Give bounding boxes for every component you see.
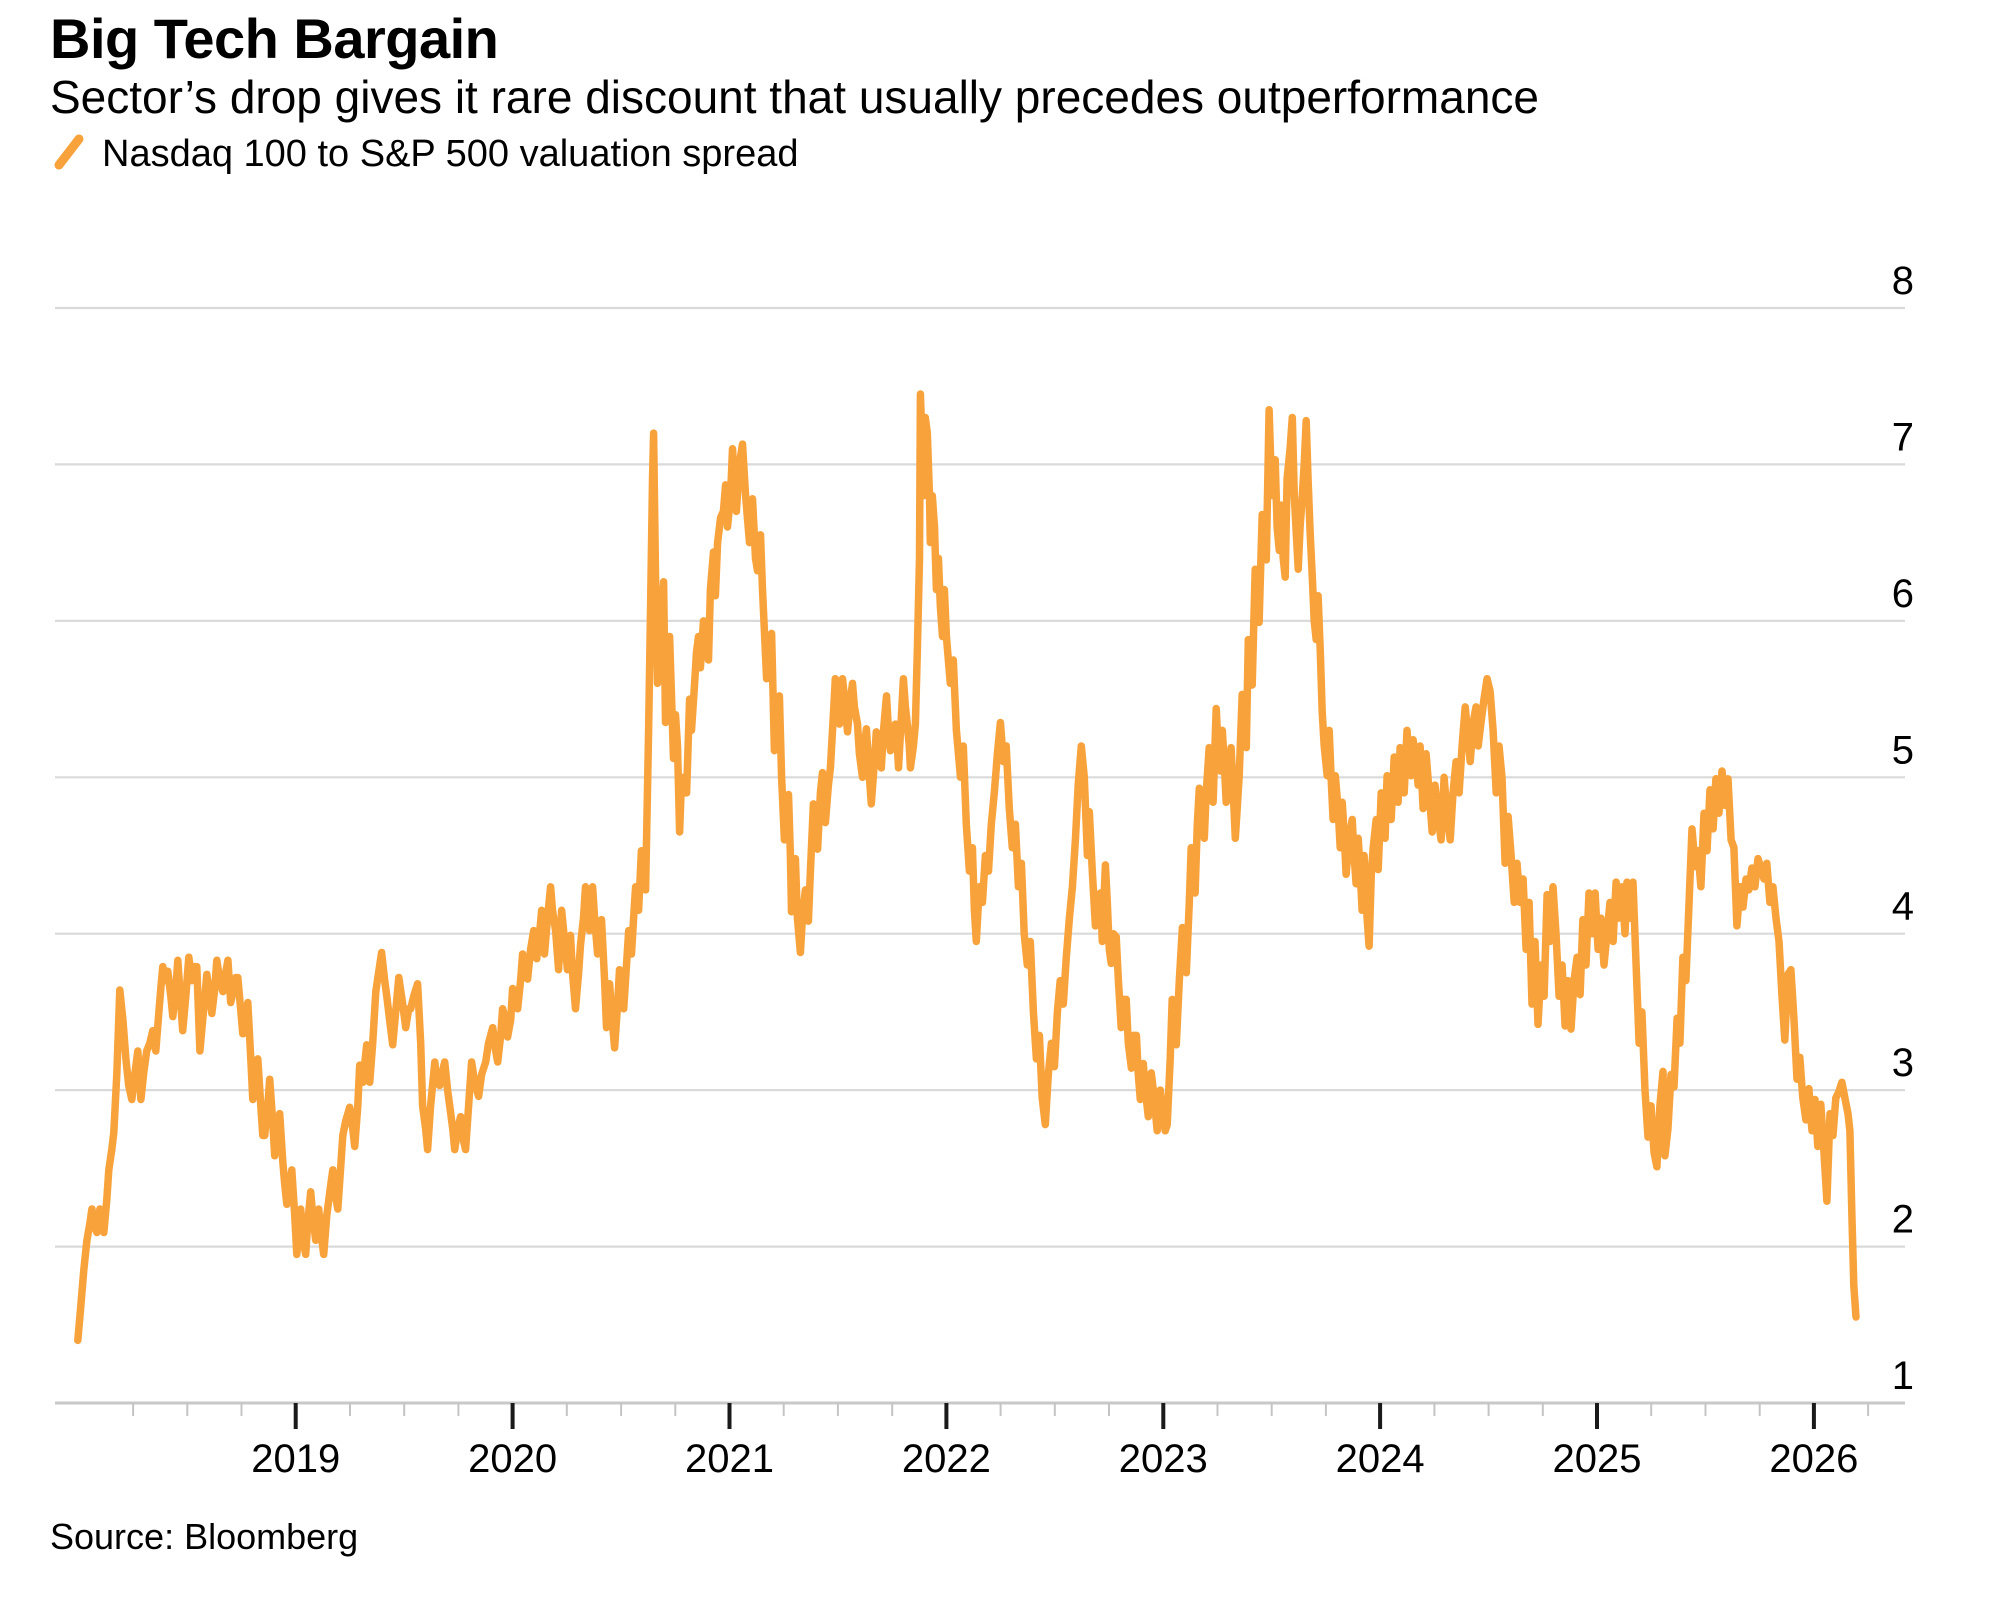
- x-axis-label: 2025: [1553, 1437, 1642, 1481]
- x-axis-labels: 2019 2020 2021 2022 2023 2024 2025 2026: [251, 1437, 1858, 1481]
- y-axis-label: 3: [1892, 1041, 1914, 1085]
- chart-title: Big Tech Bargain: [50, 7, 499, 70]
- gridlines: [55, 306, 1905, 1405]
- x-axis-label: 2019: [251, 1437, 340, 1481]
- x-axis-label: 2024: [1336, 1437, 1425, 1481]
- y-axis-label: 7: [1892, 415, 1914, 459]
- legend-slash-icon: [52, 132, 86, 177]
- y-axis-label: 1: [1892, 1354, 1914, 1398]
- x-axis-label: 2023: [1119, 1437, 1208, 1481]
- x-axis: [55, 1401, 1905, 1429]
- x-axis-label: 2022: [902, 1437, 991, 1481]
- x-axis-label: 2021: [685, 1437, 774, 1481]
- chart-subtitle: Sector’s drop gives it rare discount tha…: [50, 71, 1539, 123]
- y-axis-label: 2: [1892, 1198, 1914, 1242]
- legend-label: Nasdaq 100 to S&P 500 valuation spread: [102, 133, 799, 175]
- y-axis-label: 4: [1892, 885, 1914, 929]
- y-axis-labels: 1 2 3 4 5 6 7 8: [1892, 259, 1914, 1398]
- y-axis-label: 5: [1892, 728, 1914, 772]
- series-path: [74, 390, 1860, 1345]
- y-axis-label: 8: [1892, 259, 1914, 303]
- data-line: [74, 390, 1860, 1345]
- x-axis-label: 2020: [468, 1437, 557, 1481]
- source-note: Source: Bloomberg: [50, 1516, 359, 1557]
- x-axis-label: 2026: [1769, 1437, 1858, 1481]
- y-axis-label: 6: [1892, 572, 1914, 616]
- legend: Nasdaq 100 to S&P 500 valuation spread: [52, 132, 798, 177]
